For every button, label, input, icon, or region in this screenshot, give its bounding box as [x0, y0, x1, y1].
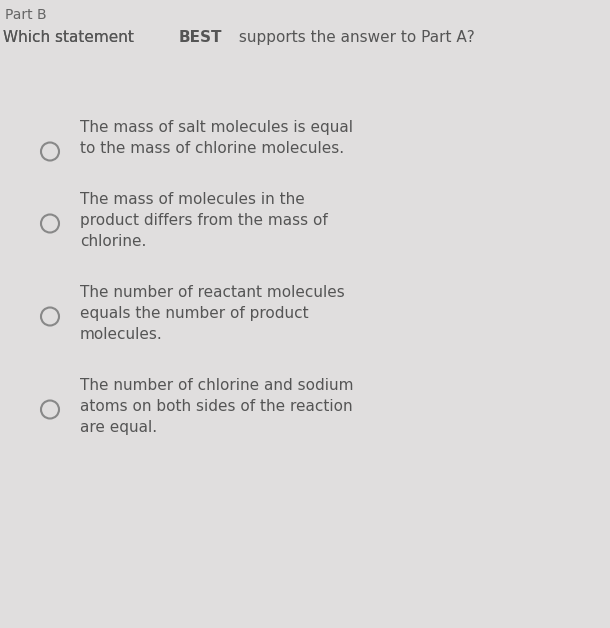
Text: supports the answer to Part A?: supports the answer to Part A? — [234, 30, 475, 45]
Text: The mass of salt molecules is equal: The mass of salt molecules is equal — [80, 120, 353, 135]
Text: are equal.: are equal. — [80, 420, 157, 435]
Text: Which statement: Which statement — [3, 30, 138, 45]
Text: equals the number of product: equals the number of product — [80, 306, 309, 321]
Text: to the mass of chlorine molecules.: to the mass of chlorine molecules. — [80, 141, 344, 156]
Text: The number of chlorine and sodium: The number of chlorine and sodium — [80, 378, 354, 393]
Text: Part B: Part B — [5, 8, 46, 22]
Text: product differs from the mass of: product differs from the mass of — [80, 213, 328, 228]
Text: atoms on both sides of the reaction: atoms on both sides of the reaction — [80, 399, 353, 414]
Text: The number of reactant molecules: The number of reactant molecules — [80, 285, 345, 300]
Text: Which statement: Which statement — [3, 30, 138, 45]
Text: chlorine.: chlorine. — [80, 234, 146, 249]
Text: The mass of molecules in the: The mass of molecules in the — [80, 192, 305, 207]
Text: BEST: BEST — [178, 30, 221, 45]
Text: molecules.: molecules. — [80, 327, 163, 342]
